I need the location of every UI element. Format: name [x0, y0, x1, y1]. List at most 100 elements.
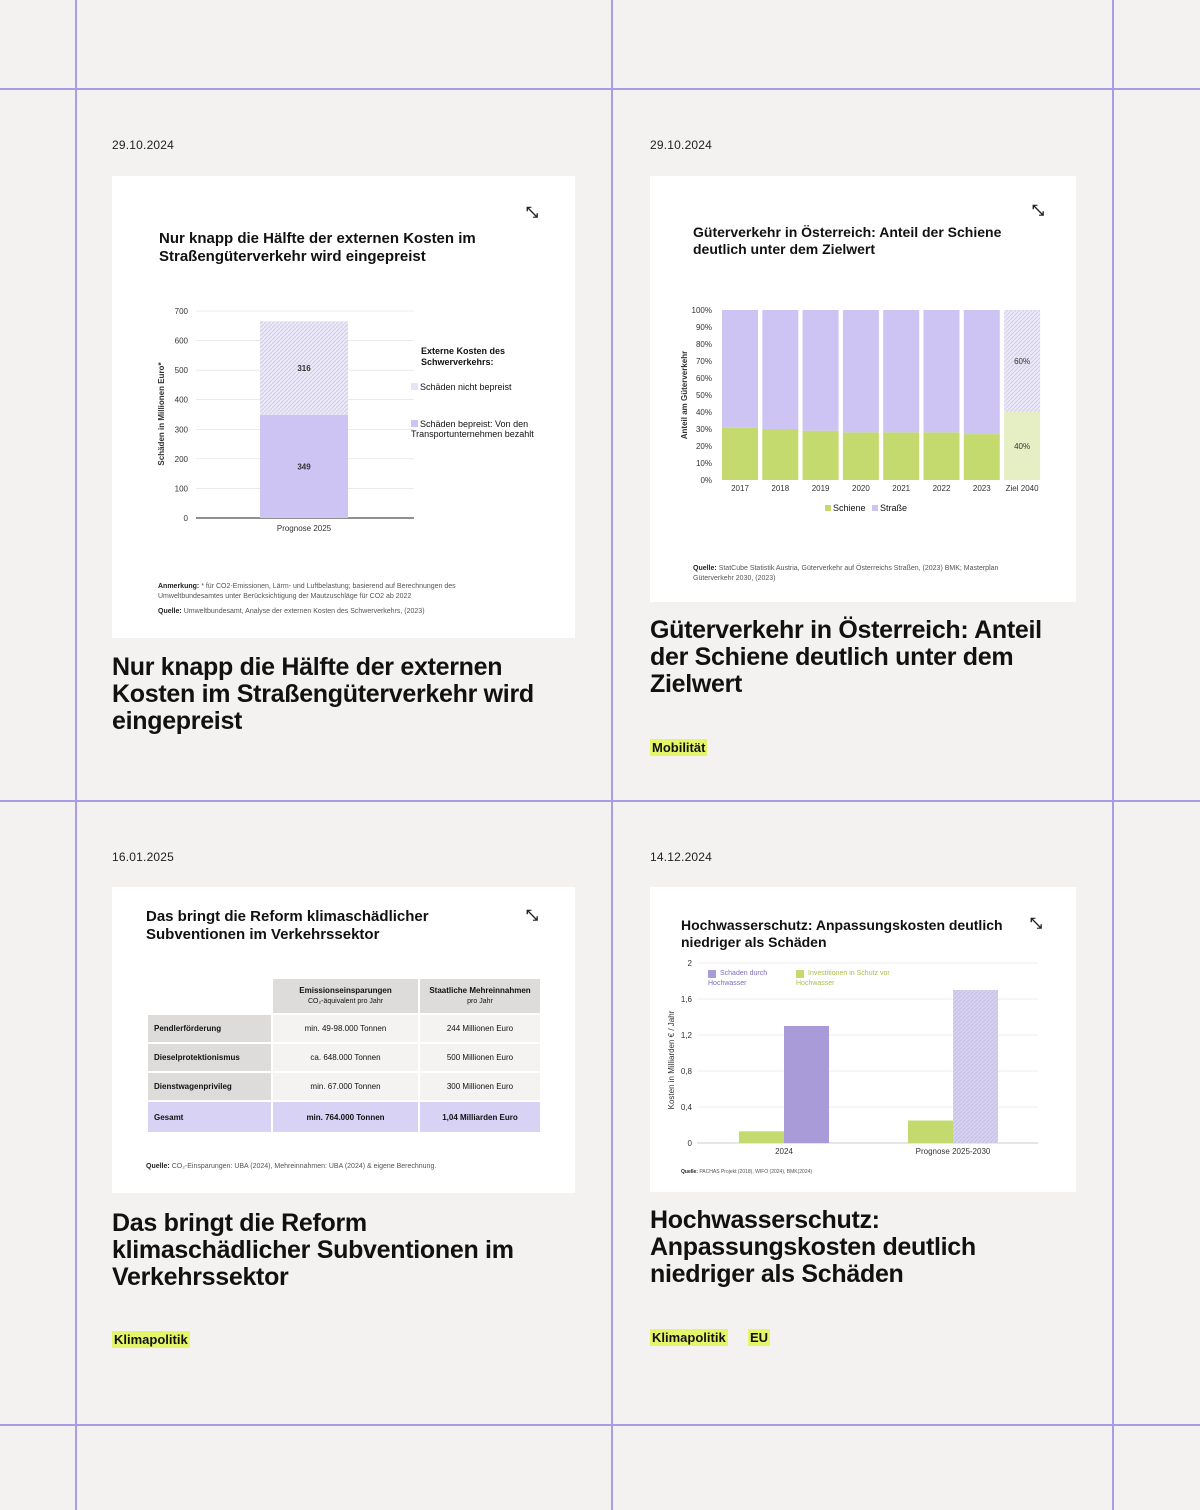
legend-item: Straße — [872, 503, 907, 513]
grid-line — [611, 0, 613, 1510]
chart-title: Nur knapp die Hälfte der externen Kosten… — [159, 230, 476, 265]
header-main: Staatliche Mehreinnahmen — [429, 986, 531, 995]
y-tick-label: 100 — [175, 484, 189, 493]
table-row: Dieselprotektionismus ca. 648.000 Tonnen… — [148, 1044, 540, 1071]
x-tick-label: 2021 — [892, 484, 910, 493]
tag-eu[interactable]: EU — [748, 1329, 771, 1346]
bar-schiene — [963, 434, 1000, 480]
y-tick-label: 0,4 — [681, 1103, 693, 1112]
source-text: Umweltbundesamt, Analyse der externen Ko… — [183, 608, 425, 615]
bar-strasse — [923, 310, 960, 433]
y-tick-label: 0 — [688, 1139, 693, 1148]
post-headline[interactable]: Das bringt die Reform klimaschädlicher S… — [112, 1209, 514, 1291]
legend-label: Investitionen in Schutz vor Hochwasser — [796, 970, 890, 987]
source-text: StatCube Statistik Austria, Güterverkehr… — [693, 565, 999, 582]
chart-source: Quelle: StatCube Statistik Austria, Güte… — [693, 564, 1013, 584]
post-headline[interactable]: Hochwasserschutz: Anpassungskosten deutl… — [650, 1206, 976, 1288]
data-label: 316 — [297, 364, 311, 373]
table-cell: 1,04 Milliarden Euro — [420, 1102, 540, 1132]
tag-mobilitaet[interactable]: Mobilität — [650, 739, 708, 756]
table-row: Pendlerförderung min. 49-98.000 Tonnen 2… — [148, 1015, 540, 1042]
bar-schiene — [842, 432, 879, 480]
header-main: Emissionseinsparungen — [299, 986, 392, 995]
x-tick-label: 2020 — [852, 484, 870, 493]
chart-title: Hochwasserschutz: Anpassungskosten deutl… — [681, 917, 1003, 950]
table-header: Staatliche Mehreinnahmen pro Jahr — [420, 979, 540, 1013]
data-label: 60% — [1014, 357, 1030, 366]
post-headline[interactable]: Nur knapp die Hälfte der externen Kosten… — [112, 653, 534, 735]
header-sub: pro Jahr — [467, 998, 493, 1005]
bar-chart: 0 100 200 300 400 500 600 700 Schäden in Million… — [157, 307, 414, 533]
bar-strasse — [762, 310, 799, 429]
source-label: Quelle: — [158, 608, 182, 615]
y-axis-label: Schäden in Millionen Euro* — [157, 362, 166, 466]
bar-strasse — [1004, 310, 1041, 412]
expand-icon[interactable]: ⤡ — [526, 907, 539, 924]
post-date: 16.01.2025 — [112, 850, 175, 864]
table-cell: min. 764.000 Tonnen — [273, 1102, 418, 1132]
y-tick-label: 40% — [696, 408, 712, 417]
bar-schiene — [1004, 412, 1041, 480]
chart-card[interactable]: ⤡ Nur knapp die Hälfte der externen Kost… — [112, 176, 575, 638]
row-label: Gesamt — [148, 1102, 271, 1132]
table-cell: ca. 648.000 Tonnen — [273, 1044, 418, 1071]
y-axis-label: Anteil am Güterverkehr — [680, 351, 689, 439]
y-tick-label: 600 — [175, 337, 189, 346]
legend-label: Schäden nicht bepreist — [420, 382, 512, 392]
chart-card[interactable]: ⤡ Güterverkehr in Österreich: Anteil der… — [650, 176, 1076, 602]
y-tick-label: 50% — [696, 391, 712, 400]
y-tick-label: 20% — [696, 442, 712, 451]
tag-klimapolitik[interactable]: Klimapolitik — [112, 1331, 190, 1348]
expand-icon[interactable]: ⤡ — [1032, 202, 1045, 219]
legend-label: Schiene — [833, 503, 866, 513]
expand-icon[interactable]: ⤡ — [1030, 915, 1043, 932]
x-tick-label: 2017 — [731, 484, 749, 493]
legend-item: Investitionen in Schutz vor Hochwasser — [796, 969, 896, 989]
legend-swatch — [708, 970, 716, 978]
source-label: Quelle: — [146, 1163, 170, 1170]
grid-line — [0, 800, 1200, 802]
x-tick-label: Prognose 2025-2030 — [916, 1147, 991, 1156]
chart-card[interactable]: ⤡ Das bringt die Reform klimaschädlicher… — [112, 887, 575, 1193]
expand-icon[interactable]: ⤡ — [526, 204, 539, 221]
y-tick-label: 200 — [175, 455, 189, 464]
data-label: 349 — [297, 462, 311, 471]
y-tick-label: 100% — [692, 306, 712, 315]
y-tick-label: 1,2 — [681, 1031, 693, 1040]
legend-swatch — [411, 383, 418, 390]
y-tick-label: 80% — [696, 340, 712, 349]
bar-investment — [739, 1131, 784, 1143]
chart-title: Das bringt die Reform klimaschädlicher S… — [146, 908, 429, 943]
note-text: * für CO2-Emissionen, Lärm- und Luftbela… — [158, 583, 456, 600]
legend-item: Schäden bepreist: Von den Transportunter… — [411, 419, 541, 439]
legend-label: Schaden durch Hochwasser — [708, 970, 768, 987]
tag-klimapolitik[interactable]: Klimapolitik — [650, 1329, 728, 1346]
legend-swatch — [825, 505, 831, 511]
post-date: 29.10.2024 — [112, 138, 175, 152]
legend-item: Schaden durch Hochwasser — [708, 969, 788, 989]
y-tick-label: 1,6 — [681, 995, 693, 1004]
y-tick-label: 60% — [696, 374, 712, 383]
grid-line — [75, 0, 77, 1510]
bar-strasse — [802, 310, 839, 431]
data-label: 40% — [1014, 442, 1030, 451]
row-label: Dienstwagenprivileg — [148, 1073, 271, 1100]
post-headline[interactable]: Güterverkehr in Österreich: Anteil der S… — [650, 616, 1042, 698]
legend-label: Schäden bepreist: Von den Transportunter… — [411, 419, 534, 439]
chart-card[interactable]: ⤡ Hochwasserschutz: Anpassungskosten deu… — [650, 887, 1076, 1192]
table-cell: min. 67.000 Tonnen — [273, 1073, 418, 1100]
legend-swatch — [411, 420, 418, 427]
y-tick-label: 0% — [700, 476, 712, 485]
y-tick-label: 70% — [696, 357, 712, 366]
x-tick-label: Ziel 2040 — [1006, 484, 1039, 493]
source-label: Quelle: — [681, 1169, 698, 1175]
x-tick-label: 2023 — [973, 484, 991, 493]
chart-note: Anmerkung: * für CO2-Emissionen, Lärm- u… — [158, 582, 518, 602]
y-tick-label: 2 — [688, 959, 693, 968]
y-tick-label: 400 — [175, 396, 189, 405]
chart-source: Quelle: CO₂-Einsparungen: UBA (2024), Me… — [146, 1162, 546, 1172]
bar-segment — [260, 414, 348, 518]
table-cell: 244 Millionen Euro — [420, 1015, 540, 1042]
bar-strasse — [883, 310, 920, 433]
post-date: 29.10.2024 — [650, 138, 713, 152]
